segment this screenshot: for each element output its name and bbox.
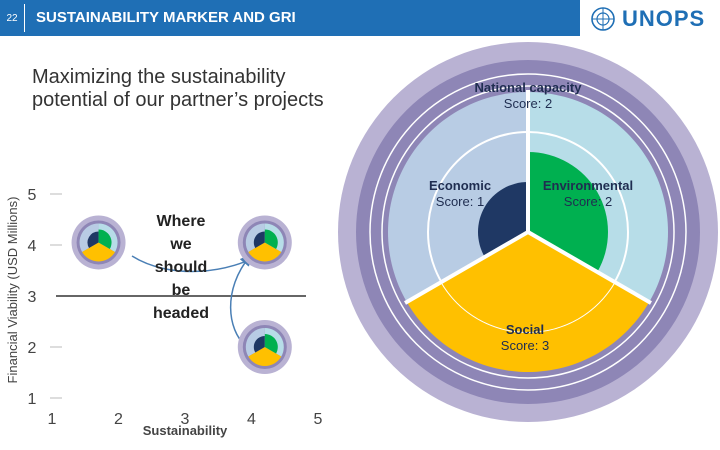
y-axis-label: Financial Viability (USD Millions) [5, 197, 20, 384]
x-tick-label: 4 [247, 411, 256, 428]
x-axis-label: Sustainability [143, 423, 228, 438]
wheel-ring-line [381, 85, 675, 379]
slide-subtitle: Maximizing the sustainability potential … [32, 66, 324, 111]
x-tick-label: 2 [114, 411, 123, 428]
wheel-spokes [404, 90, 652, 305]
environmental-title: Environmental [542, 178, 634, 193]
un-emblem-icon [591, 7, 615, 31]
chart-point [71, 215, 126, 270]
y-tick-label: 5 [28, 187, 37, 204]
economic-score: Score: 1 [435, 194, 485, 209]
y-tick-label: 2 [28, 340, 37, 357]
national-capacity-label: National capacity Score: 2 [448, 80, 608, 112]
chart-points [71, 215, 292, 374]
wheel-ring-line [369, 73, 687, 391]
sustainability-wheel [338, 42, 718, 422]
environmental-label: Environmental Score: 2 [528, 178, 648, 210]
economic-label: Economic Score: 1 [405, 178, 515, 210]
wheel-spoke [527, 230, 652, 305]
economic-title: Economic [428, 178, 492, 193]
y-tick-label: 4 [28, 238, 37, 255]
y-axis-ticks: 1 2 3 4 5 [28, 187, 62, 408]
y-tick-label: 1 [28, 391, 37, 408]
national-capacity-title: National capacity [474, 80, 582, 95]
unops-logo: UNOPS [590, 6, 705, 32]
x-tick-label: 1 [48, 411, 57, 428]
chart-point [237, 320, 292, 374]
x-tick-label: 5 [314, 411, 323, 428]
y-tick-label: 3 [28, 289, 37, 306]
wheel-spoke [404, 230, 529, 305]
slide-number: 22 [6, 12, 18, 24]
social-score: Score: 3 [500, 338, 550, 353]
header-bar: 22 SUSTAINABILITY MARKER AND GRI [0, 0, 580, 36]
slide-title: SUSTAINABILITY MARKER AND GRI [36, 9, 296, 26]
chart-point [237, 215, 292, 270]
annotation-text: Where we should be headed [152, 213, 209, 322]
social-title: Social [505, 322, 545, 337]
social-label: Social Score: 3 [480, 322, 570, 354]
national-capacity-score: Score: 2 [503, 96, 553, 111]
environmental-score: Score: 2 [563, 194, 613, 209]
logo-text: UNOPS [622, 6, 706, 31]
x-tick-label: 3 [181, 411, 190, 428]
x-axis-ticks: 1 2 3 4 5 [48, 411, 323, 428]
header-divider [24, 4, 25, 32]
financial-viability-chart: 1 2 3 4 5 1 2 3 4 5 Financial Viability (USD Mil… [5, 187, 323, 438]
